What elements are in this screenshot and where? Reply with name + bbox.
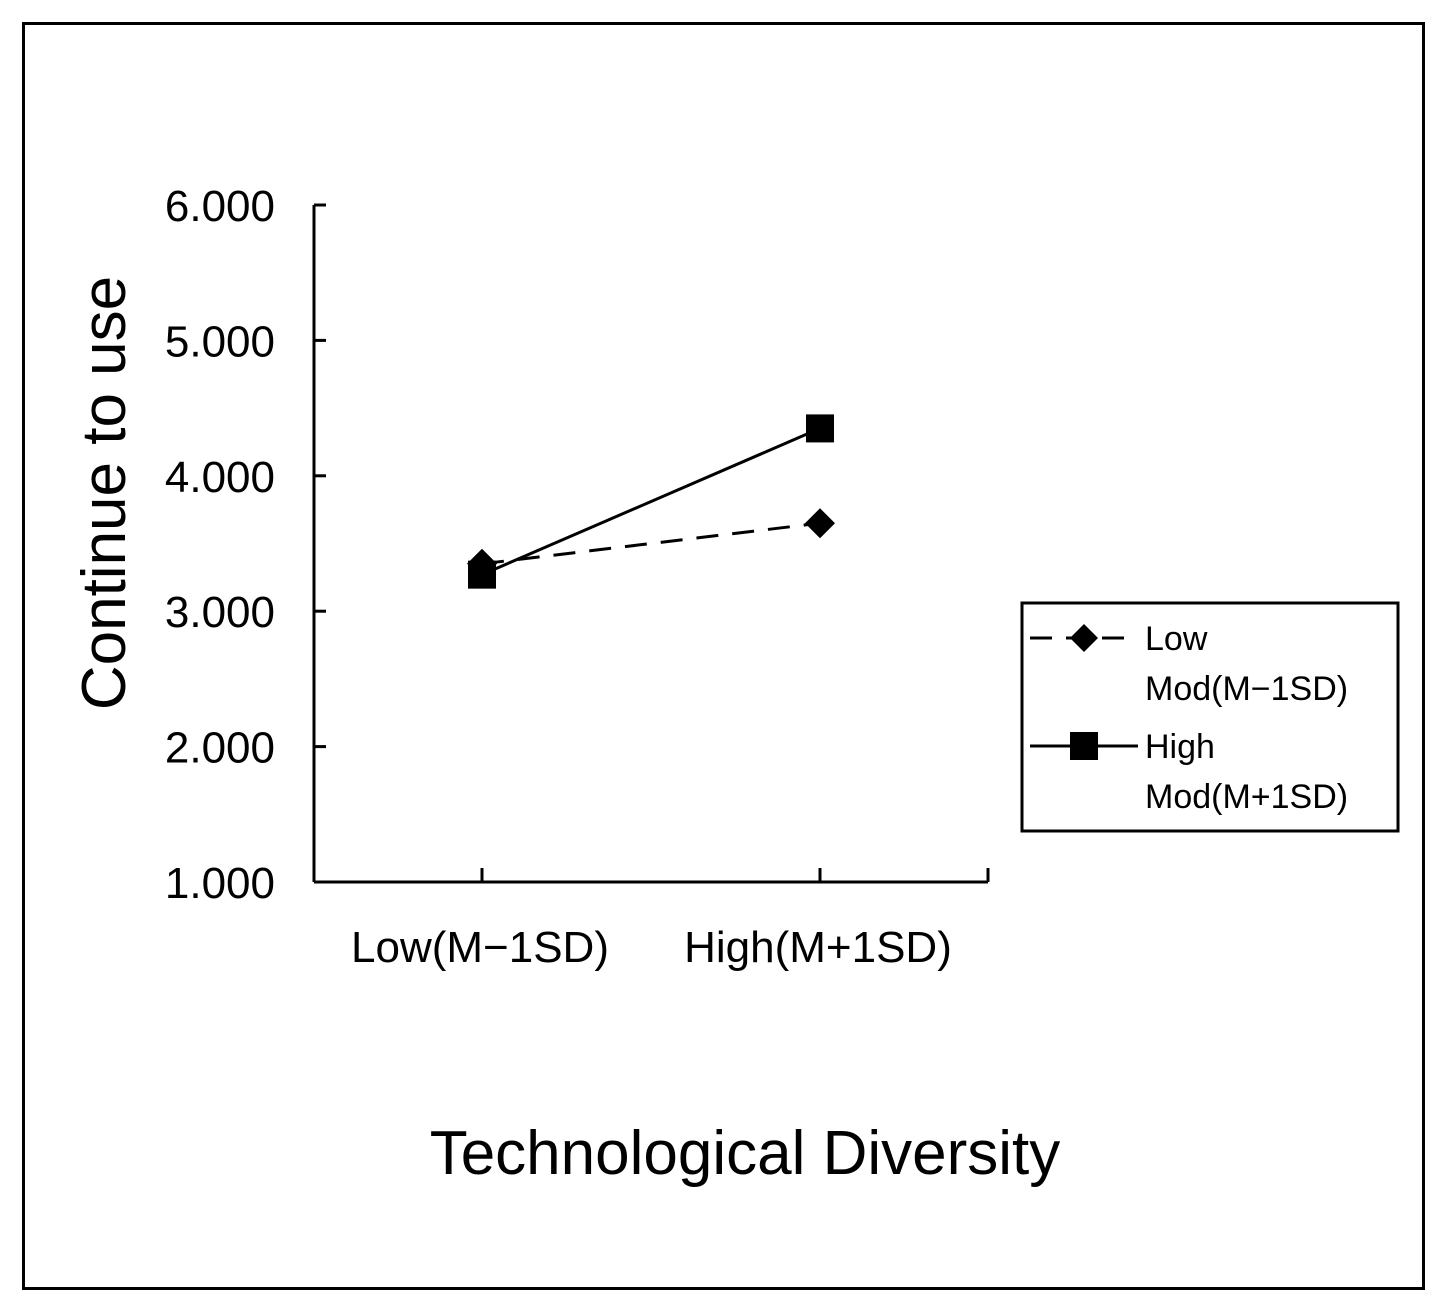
legend-marker-diamond xyxy=(1070,624,1098,652)
x-ticks: Low(M−1SD) High(M+1SD) xyxy=(351,868,990,972)
data-point-diamond xyxy=(805,508,835,539)
legend-label-low-mod-line2: Mod(M−1SD) xyxy=(1145,670,1348,708)
legend-label-low-mod-line1: Low xyxy=(1145,620,1208,658)
y-ticks: 1.000 2.000 3.000 4.000 5.000 6.000 xyxy=(165,182,326,908)
legend-label-high-mod-line1: High xyxy=(1145,728,1215,766)
axes xyxy=(312,205,988,884)
y-axis-title: Continue to use xyxy=(70,276,139,710)
x-category-label: Low(M−1SD) xyxy=(351,923,609,972)
y-tick-label: 2.000 xyxy=(165,724,275,773)
series xyxy=(467,414,835,589)
y-tick-label: 4.000 xyxy=(165,453,275,502)
legend: Low Mod(M−1SD) High Mod(M+1SD) xyxy=(1020,601,1400,833)
series-line-low-mod xyxy=(481,521,821,566)
x-axis-title: Technological Diversity xyxy=(430,1119,1061,1188)
legend-label-high-mod-line2: Mod(M+1SD) xyxy=(1145,778,1348,816)
legend-marker-square xyxy=(1070,732,1098,760)
data-point-square xyxy=(468,560,496,589)
data-point-square xyxy=(806,414,834,443)
y-tick-label: 1.000 xyxy=(165,859,275,908)
y-tick-label: 3.000 xyxy=(165,588,275,637)
y-tick-label: 5.000 xyxy=(165,317,275,366)
y-tick-label: 6.000 xyxy=(165,182,275,231)
x-category-label: High(M+1SD) xyxy=(684,923,952,972)
series-line-high-mod xyxy=(481,427,821,577)
